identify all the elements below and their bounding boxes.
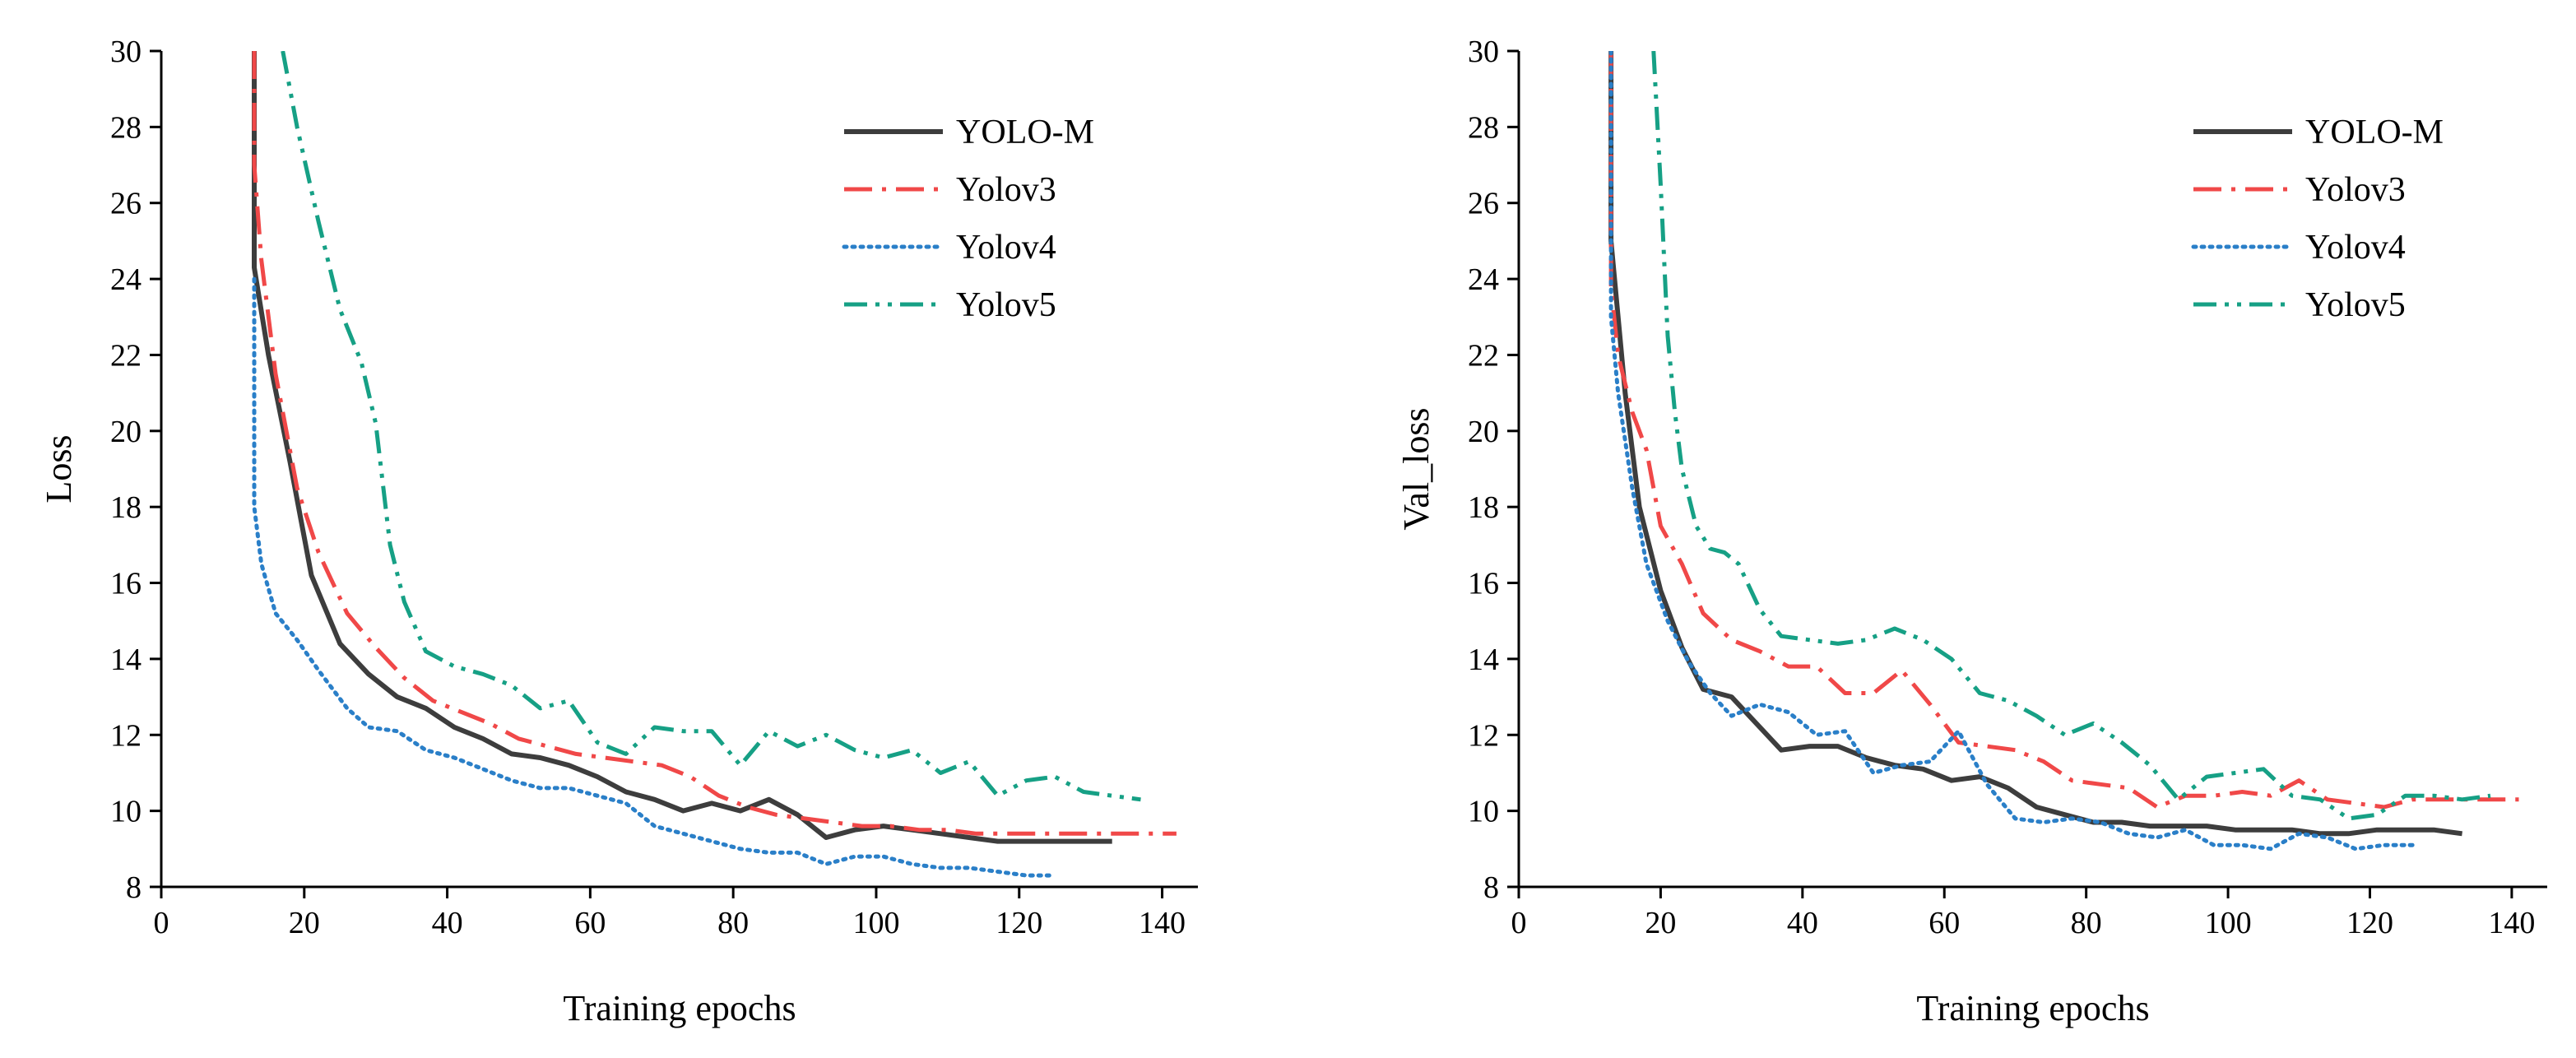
x-tick-label: 120 (2346, 906, 2393, 940)
x-tick-label: 40 (1787, 906, 1818, 940)
y-tick-label: 20 (110, 415, 142, 449)
y-axis-title: Val_loss (1396, 407, 1437, 530)
y-tick-label: 14 (110, 643, 142, 677)
x-axis-title: Training epochs (1916, 988, 2149, 1028)
y-tick-label: 28 (110, 110, 142, 145)
x-tick-label: 140 (2488, 906, 2535, 940)
legend-label: Yolov4 (956, 229, 1056, 267)
x-tick-label: 60 (1929, 906, 1960, 940)
series-line-yolo-m (1608, 51, 2462, 837)
x-tick-label: 20 (1645, 906, 1676, 940)
legend-label: YOLO-M (956, 114, 1094, 151)
y-tick-label: 18 (110, 490, 142, 525)
x-tick-label: 140 (1139, 906, 1186, 940)
x-tick-label: 60 (574, 906, 606, 940)
y-tick-label: 22 (110, 338, 142, 373)
y-tick-label: 8 (1483, 870, 1499, 905)
plot-area (252, 51, 1177, 878)
y-tick-label: 30 (110, 35, 142, 69)
x-tick-label: 0 (1511, 906, 1527, 940)
y-tick-label: 18 (1468, 490, 1499, 525)
y-tick-label: 10 (110, 795, 142, 829)
legend-label: Yolov3 (956, 171, 1056, 209)
x-axis-title: Training epochs (563, 988, 796, 1028)
y-tick-label: 26 (1468, 187, 1499, 221)
x-tick-label: 120 (996, 906, 1042, 940)
series-line-yolov5 (1651, 51, 2491, 821)
legend-label: YOLO-M (2305, 114, 2444, 151)
x-tick-label: 100 (2205, 906, 2252, 940)
x-tick-label: 80 (717, 906, 749, 940)
series-line-yolov3 (1608, 51, 2519, 810)
y-tick-label: 22 (1468, 338, 1499, 373)
legend-label: Yolov4 (2305, 229, 2406, 267)
legend: YOLO-M Yolov3 Yolov4 Yolov5 (842, 114, 1094, 324)
plot-area (1608, 51, 2519, 852)
y-tick-label: 24 (1468, 262, 1499, 297)
y-tick-label: 14 (1468, 643, 1499, 677)
y-tick-label: 24 (110, 262, 142, 297)
series-line-yolov5 (281, 51, 1141, 802)
y-tick-label: 28 (1468, 110, 1499, 145)
y-tick-label: 20 (1468, 415, 1499, 449)
legend: YOLO-M Yolov3 Yolov4 Yolov5 (2191, 114, 2444, 324)
series-line-yolov4 (252, 276, 1057, 878)
loss-chart: 0 20 40 60 80 100 120 140 8 10 12 14 16 18 20 22 24 26 28 3… (39, 35, 1198, 1028)
y-tick-label: 16 (110, 567, 142, 601)
series-line-yolov3 (252, 51, 1177, 836)
series-line-yolov4 (1608, 51, 2415, 852)
y-tick-label: 12 (1468, 718, 1499, 753)
y-tick-label: 30 (1468, 35, 1499, 69)
x-tick-label: 20 (289, 906, 320, 940)
y-tick-label: 10 (1468, 795, 1499, 829)
x-tick-label: 100 (852, 906, 899, 940)
x-tick-label: 0 (154, 906, 169, 940)
y-tick-label: 26 (110, 187, 142, 221)
val-loss-chart: 0 20 40 60 80 100 120 140 8 10 12 14 16 18 20 22 24 26 28 3… (1396, 35, 2547, 1028)
legend-label: Yolov5 (2305, 286, 2406, 324)
x-tick-label: 80 (2071, 906, 2102, 940)
y-axis-title: Loss (39, 434, 79, 503)
legend-label: Yolov5 (956, 286, 1056, 324)
y-tick-label: 12 (110, 718, 142, 753)
legend-label: Yolov3 (2305, 171, 2406, 209)
series-line-yolo-m (252, 51, 1112, 844)
x-tick-label: 40 (432, 906, 463, 940)
y-tick-label: 16 (1468, 567, 1499, 601)
y-tick-label: 8 (126, 870, 142, 905)
